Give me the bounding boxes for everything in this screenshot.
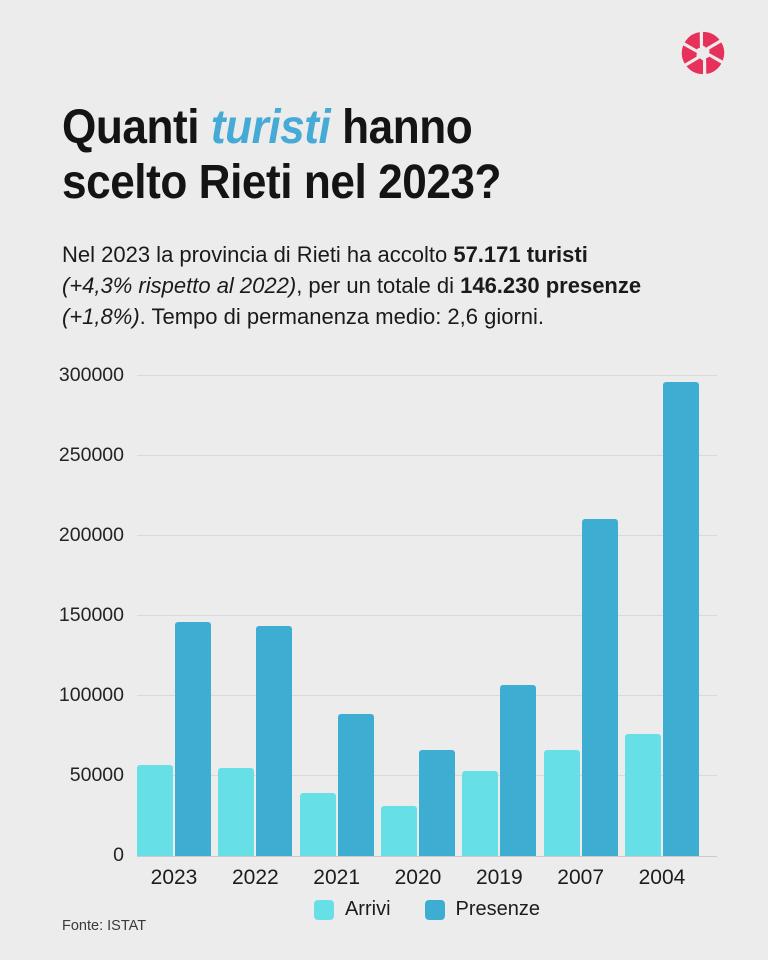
y-axis-tick-label: 200000 [58,524,124,546]
x-axis-tick-label: 2023 [150,866,198,889]
x-axis-tick-label: 2022 [231,866,279,889]
intro-line: (+4,3% rispetto al 2022), per un totale … [62,270,732,301]
bar-presenze-2021 [337,713,374,856]
bar-arrivi-2019 [462,771,499,856]
bar-arrivi-2021 [299,792,336,856]
bar-group-2022: 2022 [218,377,293,889]
y-axis-tick-label: 300000 [58,364,124,386]
bar-arrivi-2007 [543,750,580,856]
bar-presenze-2004 [662,381,699,856]
bar-arrivi-2020 [380,806,417,856]
x-axis-tick-label: 2021 [313,866,361,889]
chart-legend: Arrivi Presenze [137,898,717,921]
intro-line: (+1,8%). Tempo di permanenza medio: 2,6 … [62,301,732,332]
aperture-logo-icon [680,30,726,76]
y-axis-tick-label: 0 [113,844,124,866]
page-title: Quanti turisti hanno scelto Rieti nel 20… [62,100,539,210]
gridline [137,695,717,696]
legend-label-arrivi: Arrivi [344,898,391,920]
gridline [137,455,717,456]
y-axis-tick-label: 150000 [58,604,124,626]
text-segment: (+1,8%) [62,304,140,329]
gridline [137,535,717,536]
x-axis-tick-label: 2019 [475,866,523,889]
aperture-icon [681,31,725,75]
gridline [137,375,717,376]
bar-presenze-2020 [418,750,455,856]
y-axis-tick-label: 100000 [58,684,124,706]
bar-chart-plot-area: 0 50000 100000 150000 200000 250000 300000 2023… [59,364,717,889]
text-segment: 146.230 presenze [460,273,642,298]
x-axis-tick-label: 2004 [638,866,686,889]
bar-presenze-2022 [256,626,293,856]
x-axis-tick-label: 2020 [394,866,442,889]
presenze-swatch-icon [424,899,445,920]
bar-group-2023: 2023 [137,377,211,889]
bar-group-2019: 2019 [462,377,537,889]
bar-presenze-2023 [175,622,211,856]
x-axis-tick-label: 2007 [557,866,604,889]
text-segment: (+4,3% rispetto al 2022) [62,273,297,298]
text-segment: turisti [210,101,331,154]
bar-group-2020: 2020 [380,377,455,889]
bar-group-2007: 2007 [543,377,618,889]
text-segment: , per un totale di [296,273,461,298]
source-note: Fonte: ISTAT [62,918,147,934]
legend-label-presenze: Presenze [455,898,541,920]
bars-container: 2023 2022 2021 2020 2019 2007 2004 [137,377,699,889]
title-line-1: Quanti turisti hanno [62,100,501,155]
text-segment: 57.171 turisti [453,242,588,267]
y-axis-tick-label: 250000 [58,444,124,466]
bar-group-2021: 2021 [299,377,374,889]
title-line-2: scelto Rieti nel 2023? [62,155,501,210]
bar-presenze-2007 [581,519,618,856]
text-segment: hanno [330,101,473,154]
bar-group-2004: 2004 [624,377,699,889]
text-segment: . Tempo di permanenza medio: 2,6 giorni. [139,304,545,329]
bar-arrivi-2004 [624,733,661,856]
intro-line: Nel 2023 la provincia di Rieti ha accolt… [62,239,732,270]
legend-item-arrivi: Arrivi [313,898,391,921]
text-segment: Quanti [62,101,211,154]
legend-item-presenze: Presenze [424,898,541,921]
arrivi-swatch-icon [313,899,334,920]
text-segment: scelto Rieti nel 2023? [62,156,502,209]
bar-arrivi-2022 [218,768,255,856]
text-segment: Nel 2023 la provincia di Rieti ha accolt… [62,242,454,267]
intro-text: Nel 2023 la provincia di Rieti ha accolt… [62,239,732,332]
gridline [137,615,717,616]
bar-presenze-2019 [500,684,537,856]
bar-arrivi-2023 [137,764,173,856]
y-axis-tick-label: 50000 [69,764,124,786]
